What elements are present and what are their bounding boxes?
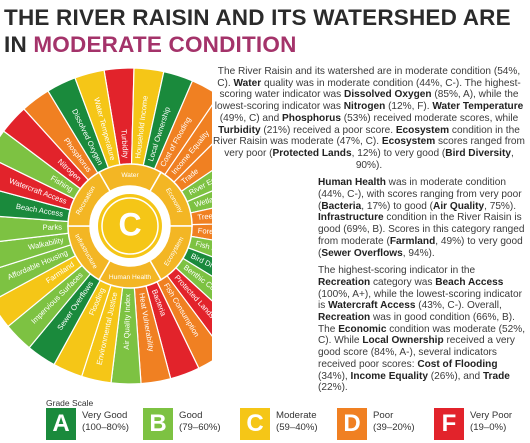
summary-highlight: Trade bbox=[482, 370, 510, 382]
summary-highlight: Local Ownership bbox=[362, 335, 444, 347]
grade-range: (59–40%) bbox=[276, 422, 318, 433]
summary-highlight: Beach Access bbox=[435, 276, 504, 288]
grade-label: Poor bbox=[373, 410, 394, 421]
summary-highlight: Farmland bbox=[389, 235, 436, 247]
summary-highlight: Turbidity bbox=[218, 124, 261, 136]
summary-paragraph: The highest-scoring indicator in the Rec… bbox=[210, 265, 528, 394]
grade-range: (100–80%) bbox=[82, 422, 129, 433]
grade-range: (19–0%) bbox=[470, 422, 507, 433]
summary-highlight: Income Equality bbox=[350, 370, 428, 382]
summary-highlight: Sewer Overflows bbox=[321, 247, 403, 259]
summary-text-run: (12%, F). bbox=[385, 101, 433, 113]
grade-swatch: F bbox=[434, 408, 464, 440]
summary-highlight: Economic bbox=[338, 323, 387, 335]
summary-highlight: Water Temperature bbox=[432, 101, 524, 113]
indicator-label: Forests bbox=[198, 226, 212, 237]
summary-text-run: , 49%) to very good ( bbox=[318, 235, 523, 259]
summary-paragraph: The River Raisin and its watershed are i… bbox=[210, 66, 528, 171]
summary-text-run: condition was moderate (52%, C). While bbox=[318, 323, 526, 347]
summary-text-run: (22%). bbox=[318, 382, 348, 394]
grade-description: Good (79–60%) bbox=[179, 410, 221, 434]
title-line-1: THE RIVER RAISIN AND ITS WATERSHED ARE bbox=[4, 5, 511, 30]
title-line-2-accent: MODERATE CONDITION bbox=[33, 32, 297, 57]
summary-text-run: The River Raisin and its watershed are i… bbox=[217, 66, 521, 89]
page-title: THE RIVER RAISIN AND ITS WATERSHED ARE I… bbox=[4, 4, 528, 58]
summary-text-run: (85%, A), while the lowest-scoring indic… bbox=[214, 89, 519, 113]
summary-text-run: condition in the River Raisin is good (6… bbox=[318, 212, 525, 247]
grade-label: Moderate bbox=[276, 410, 317, 421]
summary-text: The River Raisin and its watershed are i… bbox=[210, 66, 528, 400]
summary-paragraph: Human Health was in moderate condition (… bbox=[210, 177, 528, 259]
summary-text-run: The highest-scoring indicator in the bbox=[318, 265, 476, 277]
grade-description: Very Poor (19–0%) bbox=[470, 410, 512, 434]
summary-text-run: was in moderate condition (44%, C-), wit… bbox=[318, 177, 522, 212]
summary-highlight: Air Quality bbox=[433, 200, 485, 212]
summary-highlight: Watercraft Access bbox=[328, 300, 416, 312]
grade-label: Very Good bbox=[82, 410, 128, 421]
summary-highlight: Bird Diversity bbox=[445, 147, 511, 159]
indicator-tree-cover: Tree Cover bbox=[189, 207, 212, 226]
summary-text-run: , 12%) to very good ( bbox=[351, 147, 446, 159]
summary-text-run: (100%, A+), while the lowest-scoring ind… bbox=[318, 288, 522, 312]
grade-label: Very Poor bbox=[470, 410, 513, 421]
indicator-label: Turbidity bbox=[119, 129, 130, 159]
summary-highlight: Ecosystem bbox=[381, 136, 436, 148]
grade-swatch: A bbox=[46, 408, 76, 440]
grade-swatch: B bbox=[143, 408, 173, 440]
summary-text-run: (53%) received moderate scores, while bbox=[340, 112, 519, 124]
summary-text-run: scores ranged from very poor ( bbox=[224, 136, 525, 159]
summary-highlight: Dissolved Oxygen bbox=[344, 89, 432, 101]
grade-description: Very Good (100–80%) bbox=[82, 410, 129, 434]
grade-legend: A Very Good (100–80%) B Good (79–60%) C Moderat… bbox=[46, 408, 530, 442]
grade-swatch: C bbox=[240, 408, 270, 440]
summary-highlight: Cost of Flooding bbox=[417, 358, 498, 370]
summary-text-run: quality was in moderate condition (44%, … bbox=[219, 77, 521, 101]
grade-scale-label: Grade Scale bbox=[46, 398, 94, 408]
overall-grade-letter: C bbox=[118, 206, 141, 242]
summary-text-run: (21%) received a poor score. bbox=[260, 124, 396, 136]
summary-text-run: condition in the River Raisin was modera… bbox=[213, 124, 520, 148]
grade-range: (79–60%) bbox=[179, 422, 221, 433]
summary-highlight: Water bbox=[233, 77, 262, 89]
summary-text-run: category was bbox=[370, 276, 436, 288]
indicator-label: Air Quality Index bbox=[122, 294, 132, 350]
summary-highlight: Human Health bbox=[318, 177, 386, 189]
summary-highlight: Nitrogen bbox=[343, 101, 386, 113]
summary-highlight: Recreation bbox=[318, 312, 371, 324]
summary-text-run: (26%), and bbox=[427, 370, 483, 382]
summary-text-run: (34%), bbox=[318, 370, 351, 382]
title-line-2-prefix: IN bbox=[4, 32, 34, 57]
summary-highlight: Bacteria bbox=[321, 200, 362, 212]
summary-text-run: , 90%). bbox=[355, 147, 514, 171]
summary-highlight: Infrastructure bbox=[318, 212, 384, 224]
grade-label: Good bbox=[179, 410, 203, 421]
summary-highlight: Phosphorus bbox=[282, 112, 341, 124]
summary-text-run: , 17%) to good ( bbox=[361, 200, 434, 212]
summary-text-run: was in good condition (66%, B). The bbox=[318, 312, 515, 335]
grade-range: (39–20%) bbox=[373, 422, 415, 433]
summary-highlight: Protected Lands bbox=[272, 147, 352, 159]
summary-text-run: (43%, C-). Overall, bbox=[415, 300, 502, 312]
indicator-label: Tree Cover bbox=[197, 209, 212, 222]
grade-description: Moderate (59–40%) bbox=[276, 410, 318, 434]
summary-highlight: Recreation bbox=[318, 276, 371, 288]
summary-highlight: Ecosystem bbox=[395, 124, 450, 136]
summary-text-run: , 94%). bbox=[402, 247, 435, 259]
overall-grade-badge: C bbox=[90, 186, 170, 266]
category-label: Human Health bbox=[109, 274, 151, 281]
indicator-label: Parks bbox=[42, 223, 62, 232]
summary-text-run: received a very good score (84%, A-), se… bbox=[318, 335, 515, 370]
grade-swatch: D bbox=[337, 408, 367, 440]
summary-text-run: (49%, C) and bbox=[219, 112, 283, 124]
summary-text-run: , 75%). bbox=[484, 200, 517, 212]
category-label: Water bbox=[121, 172, 139, 179]
grade-description: Poor (39–20%) bbox=[373, 410, 415, 434]
